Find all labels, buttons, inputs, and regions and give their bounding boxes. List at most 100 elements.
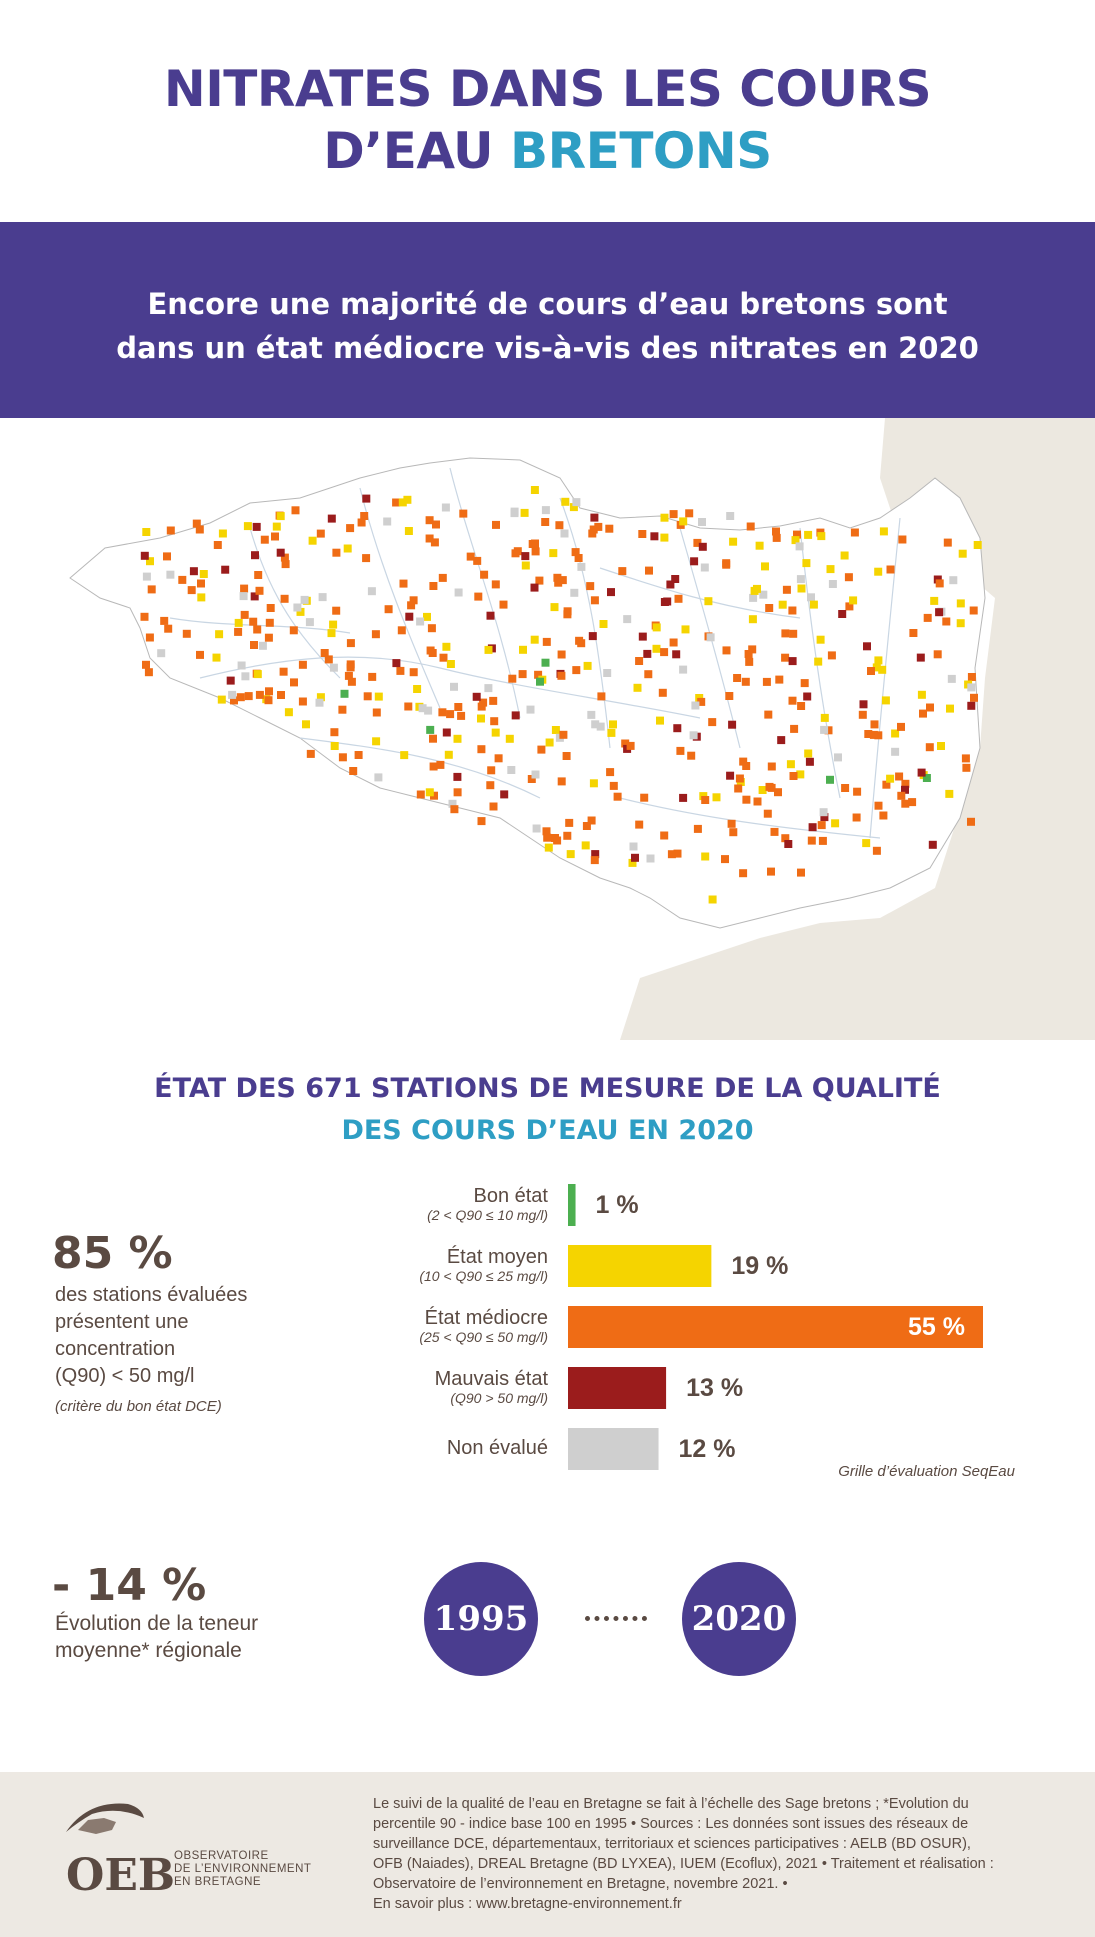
station-marker xyxy=(777,736,786,745)
station-marker xyxy=(930,596,939,605)
station-marker xyxy=(816,635,825,644)
station-marker xyxy=(329,620,338,629)
title-line-2: D’EAU BRETONS xyxy=(0,120,1095,182)
station-marker xyxy=(750,586,759,595)
station-marker xyxy=(558,576,567,585)
station-marker xyxy=(531,539,539,548)
station-marker xyxy=(660,513,669,522)
station-marker xyxy=(487,766,496,775)
station-marker xyxy=(663,597,672,606)
station-marker xyxy=(534,670,543,679)
station-marker xyxy=(197,593,206,602)
station-marker xyxy=(820,713,829,722)
station-marker xyxy=(882,780,891,789)
station-marker xyxy=(306,749,315,758)
station-marker xyxy=(937,742,945,750)
station-marker xyxy=(450,805,459,814)
station-marker xyxy=(673,849,682,858)
station-marker xyxy=(384,605,393,614)
category-sublabel-2: (25 < Q90 ≤ 50 mg/l) xyxy=(419,1329,548,1345)
station-marker xyxy=(947,674,956,683)
bar-3 xyxy=(568,1367,667,1409)
station-marker xyxy=(967,673,976,681)
station-marker xyxy=(626,741,635,750)
station-marker xyxy=(519,645,527,654)
station-marker xyxy=(741,677,750,686)
station-marker xyxy=(775,675,784,684)
station-marker xyxy=(144,668,153,677)
station-marker xyxy=(656,716,664,725)
stat-85-note: (critère du bon état DCE) xyxy=(55,1398,222,1415)
station-marker xyxy=(280,553,289,562)
station-marker xyxy=(557,650,566,659)
station-marker xyxy=(400,751,409,760)
chart-source-note: Grille d’évaluation SeqEau xyxy=(838,1463,1015,1480)
station-marker xyxy=(674,594,683,603)
station-marker xyxy=(563,831,572,840)
station-marker xyxy=(864,730,873,738)
value-label-1: 19 % xyxy=(731,1252,788,1280)
station-marker xyxy=(933,650,942,659)
station-marker xyxy=(140,612,149,621)
bar-0 xyxy=(568,1184,576,1226)
station-marker xyxy=(542,637,551,646)
station-marker xyxy=(438,573,447,582)
station-marker xyxy=(541,506,550,515)
station-marker xyxy=(671,575,680,583)
station-marker xyxy=(570,588,579,597)
station-marker xyxy=(298,660,307,669)
station-marker xyxy=(372,708,381,717)
station-marker xyxy=(276,512,285,521)
station-marker xyxy=(454,588,463,597)
station-marker xyxy=(244,692,253,701)
station-marker xyxy=(444,750,453,759)
station-marker xyxy=(804,530,813,539)
value-label-0: 1 % xyxy=(596,1191,639,1219)
station-marker xyxy=(633,683,642,692)
station-marker xyxy=(722,646,731,655)
station-marker xyxy=(594,522,603,531)
station-marker xyxy=(922,774,931,782)
station-marker xyxy=(260,535,269,544)
station-marker xyxy=(484,684,493,693)
station-marker xyxy=(850,528,859,537)
station-marker xyxy=(788,696,797,705)
station-marker xyxy=(973,541,982,549)
station-marker xyxy=(413,685,422,693)
station-marker xyxy=(265,618,274,627)
category-label-3: Mauvais état xyxy=(435,1368,549,1390)
station-marker xyxy=(590,856,599,865)
station-marker xyxy=(744,650,753,658)
station-marker xyxy=(583,661,592,670)
station-marker xyxy=(660,831,669,840)
station-marker xyxy=(970,693,978,702)
station-marker xyxy=(544,843,553,852)
station-marker xyxy=(553,573,562,582)
station-marker xyxy=(739,869,748,878)
status-bar-chart: Bon état(2 < Q90 ≤ 10 mg/l) 1 % État moyen… xyxy=(419,1184,1016,1480)
station-marker xyxy=(404,702,413,711)
station-marker xyxy=(581,841,590,850)
station-marker xyxy=(635,657,644,665)
station-marker xyxy=(764,710,773,719)
station-marker xyxy=(591,720,600,729)
station-marker xyxy=(302,720,310,729)
station-marker xyxy=(733,674,742,682)
station-marker xyxy=(253,625,262,634)
headline-banner: Encore une majorité de cours d’eau breto… xyxy=(0,222,1095,418)
station-marker xyxy=(453,788,462,797)
value-label-3: 13 % xyxy=(686,1374,743,1402)
station-marker xyxy=(195,525,204,534)
category-label-4: Non évalué xyxy=(447,1437,548,1459)
station-marker xyxy=(565,818,574,827)
station-marker xyxy=(774,788,782,797)
station-marker xyxy=(638,632,647,641)
station-marker xyxy=(753,797,762,806)
station-marker xyxy=(946,704,954,713)
section-title: ÉTAT DES 671 STATIONS DE MESURE DE LA QU… xyxy=(0,1068,1095,1152)
station-marker xyxy=(782,585,791,594)
station-marker xyxy=(551,726,560,734)
station-marker xyxy=(725,692,734,700)
station-marker xyxy=(708,718,717,727)
station-marker xyxy=(679,665,688,674)
